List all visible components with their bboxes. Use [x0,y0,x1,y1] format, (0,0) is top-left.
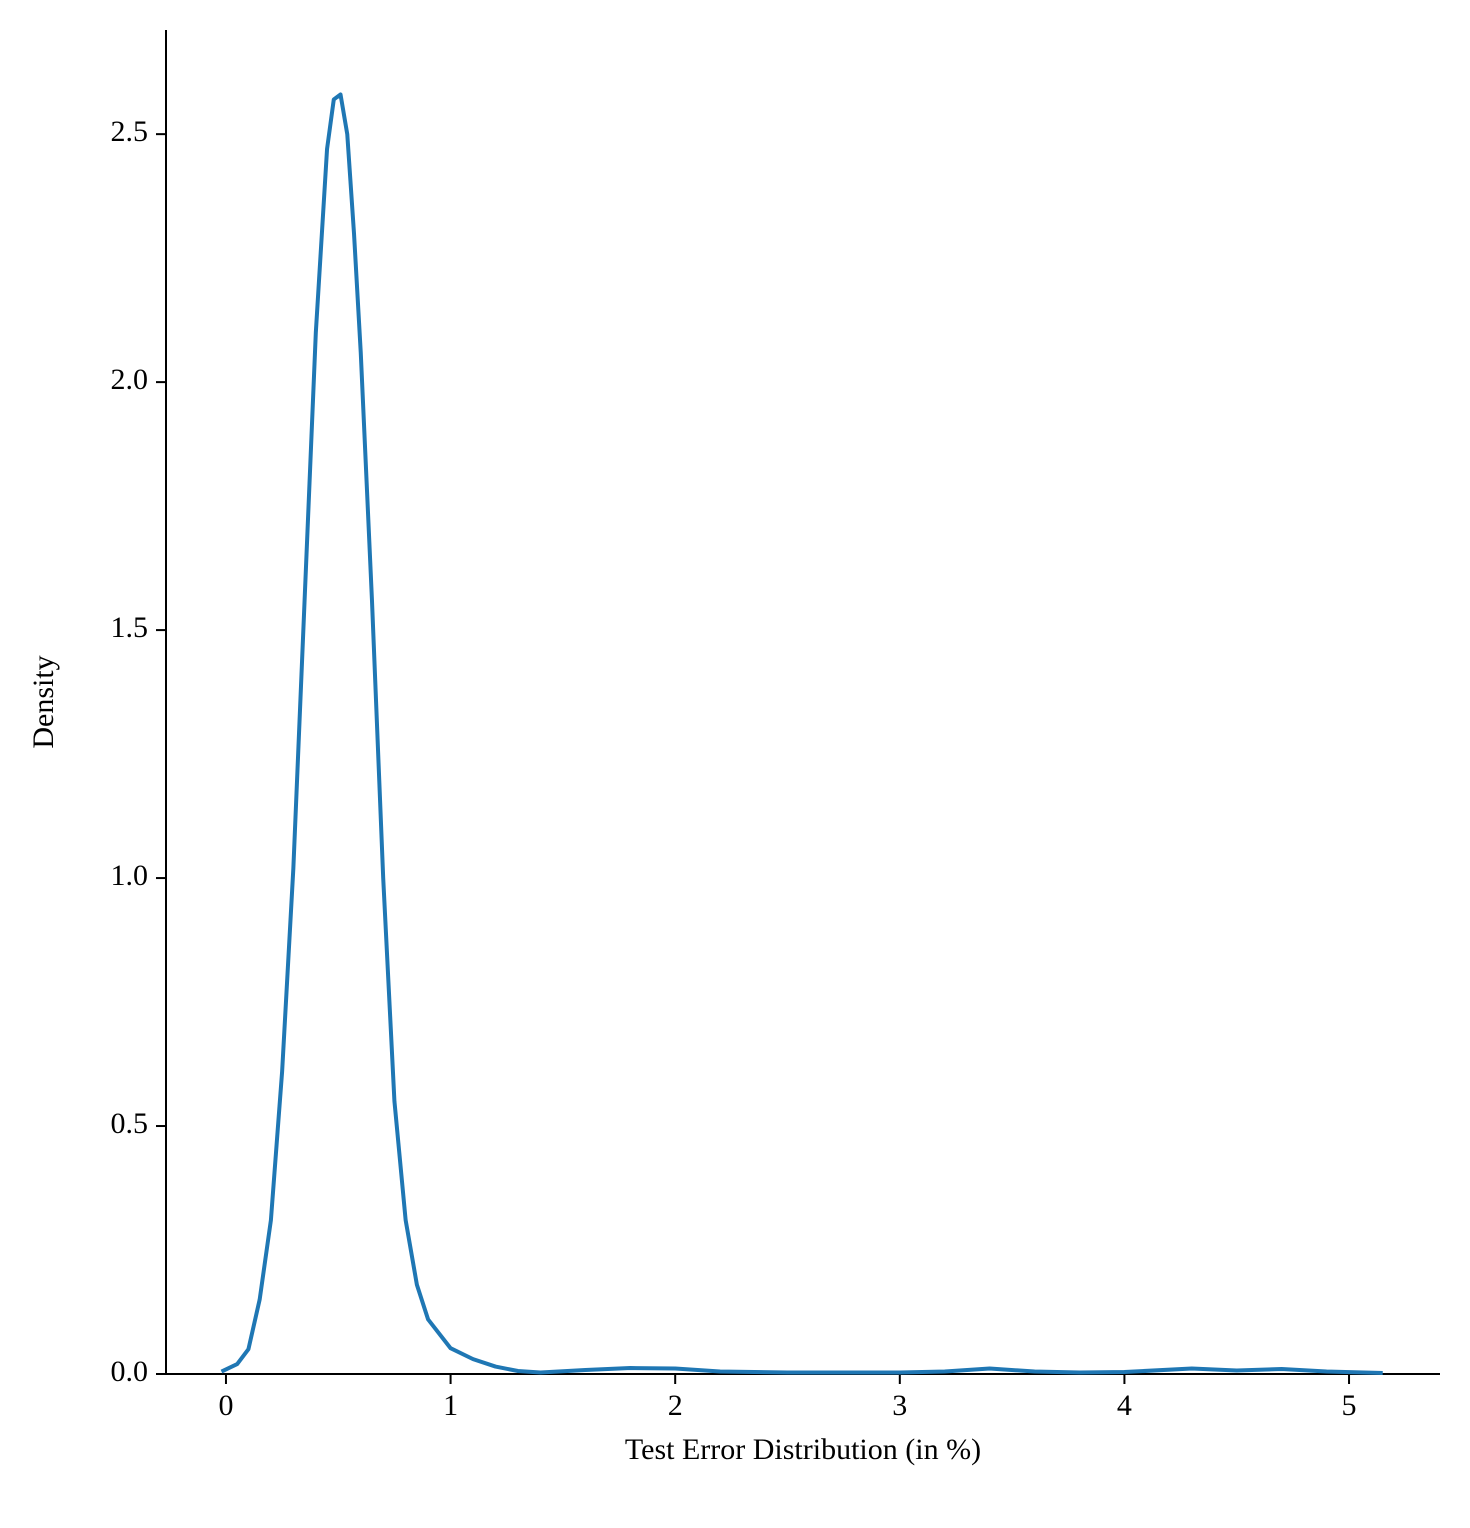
y-tick-label: 1.0 [111,859,149,892]
y-tick-label: 1.5 [111,611,149,644]
y-tick-label: 0.5 [111,1107,149,1140]
x-tick-label: 2 [668,1389,683,1422]
x-axis-label: Test Error Distribution (in %) [625,1433,981,1466]
x-tick-label: 3 [892,1389,907,1422]
y-tick-label: 2.5 [111,115,149,148]
density-line [220,92,1383,1376]
x-tick-label: 5 [1342,1389,1357,1422]
y-axis-label: Density [27,655,60,748]
x-tick-label: 1 [443,1389,458,1422]
x-tick-label: 0 [218,1389,233,1422]
y-tick-label: 2.0 [111,363,149,396]
y-tick-label: 0.0 [111,1355,149,1388]
x-tick-label: 4 [1117,1389,1132,1422]
